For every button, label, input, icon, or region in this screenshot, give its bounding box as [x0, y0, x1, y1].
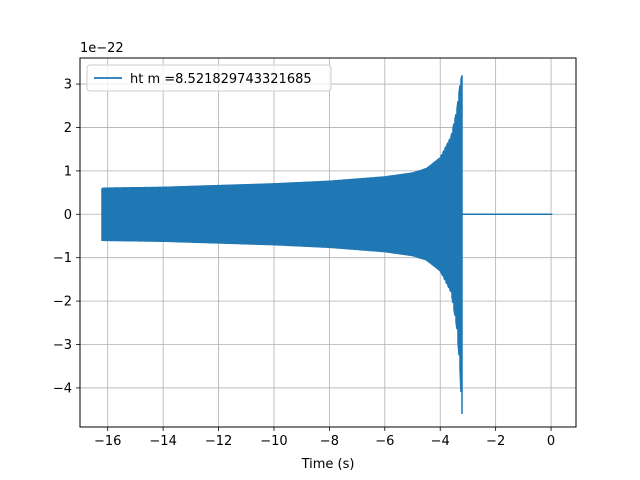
plot-frame	[79, 57, 577, 428]
y-axis: −4 −3 −2 −1 0 1 2 3	[53, 78, 80, 396]
y-tick-label: −2	[53, 295, 72, 310]
y-tick-label: 1	[64, 164, 72, 179]
x-tick-label: −8	[320, 434, 339, 449]
legend-box	[86, 64, 332, 92]
x-tick-label: −4	[431, 434, 450, 449]
x-tick-label: −6	[375, 434, 394, 449]
plot-area	[101, 75, 553, 414]
y-tick-label: −1	[53, 251, 72, 266]
x-tick-label: −16	[94, 434, 121, 449]
y-tick-label: 0	[64, 208, 72, 223]
x-tick-label: −2	[486, 434, 505, 449]
y-tick-label: −4	[53, 381, 72, 396]
x-axis-label: Time (s)	[301, 457, 355, 472]
y-offset-label: 1e−22	[80, 41, 124, 56]
x-tick-label: −14	[149, 434, 176, 449]
x-tick-label: −10	[260, 434, 287, 449]
legend: ht m =8.521829743321685	[86, 64, 332, 92]
x-axis: −16 −14 −12 −10 −8 −6 −4 −2 0	[94, 427, 555, 449]
y-tick-label: 2	[64, 121, 72, 136]
x-tick-label: 0	[547, 434, 555, 449]
y-tick-label: −3	[53, 338, 72, 353]
y-tick-label: 3	[64, 78, 72, 93]
x-tick-label: −12	[205, 434, 232, 449]
legend-entry-label: ht m =8.521829743321685	[130, 72, 312, 87]
series-line	[101, 75, 553, 414]
